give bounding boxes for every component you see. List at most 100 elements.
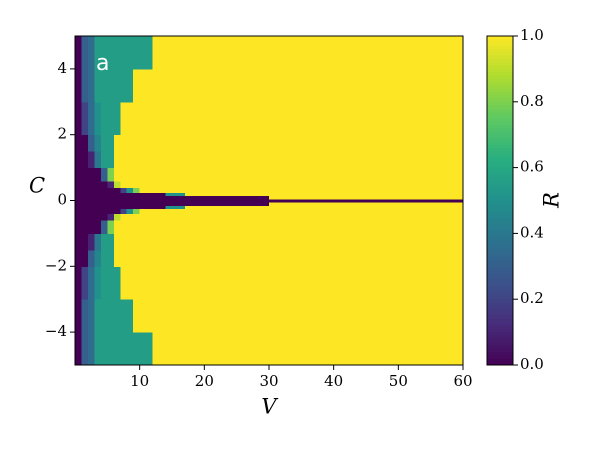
heatmap-cell [81,101,89,136]
heatmap-cell [113,187,121,193]
colorbar-swatch [487,114,513,119]
heatmap-cell [269,202,335,206]
colorbar-swatch [487,36,513,40]
colorbar-swatch [487,82,513,86]
heatmap-cell [126,202,134,206]
heatmap-cell [113,220,121,234]
heatmap-cell [126,220,134,234]
heatmap-cell [236,195,270,200]
heatmap-cell [126,134,134,152]
heatmap-cell [120,151,128,169]
heatmap-cell [236,101,270,136]
heatmap-cell [87,180,95,188]
heatmap-cell [333,68,464,103]
heatmap-cell [87,134,95,152]
heatmap-cell [133,208,141,215]
heatmap-cell [126,151,134,169]
heatmap-cell [333,205,464,210]
heatmap-cell [139,249,154,267]
heatmap-cell [75,134,82,152]
heatmap-cell [133,134,141,152]
colorbar-tick-label: 0.4 [520,223,544,241]
colorbar-swatch [487,230,513,234]
heatmap-cell [100,299,108,333]
heatmap-cell [113,198,121,203]
heatmap-cell [120,192,128,197]
heatmap-cell [87,167,95,182]
heatmap-cell [184,205,205,210]
heatmap-cell [113,299,121,333]
heatmap-cell [204,233,238,251]
heatmap-cell [184,68,205,103]
colorbar-swatch [487,118,513,123]
colorbar-swatch [487,358,513,363]
heatmap-cell [120,299,128,333]
heatmap-cell [333,299,464,333]
colorbar-swatch [487,151,513,156]
heatmap-cell [94,167,102,182]
colorbar-swatch [487,75,513,80]
heatmap-cell [184,187,205,193]
heatmap-cell [126,195,134,200]
heatmap-cell [204,151,238,169]
colorbar-swatch [487,101,513,106]
heatmap-cell [126,233,134,251]
heatmap-cell [120,36,128,70]
heatmap-cell [184,220,205,234]
heatmap-cell [81,233,89,251]
heatmap-cell [269,101,335,136]
colorbar-swatch [487,52,513,57]
heatmap-cell [152,266,167,300]
colorbar-swatch [487,137,513,142]
heatmap-cell [184,198,205,203]
heatmap-cell [133,36,141,70]
heatmap-cell [139,167,154,182]
heatmap-cell [269,332,335,366]
heatmap-cell [113,68,121,103]
heatmap-cell [333,208,464,215]
heatmap-cell [94,151,102,169]
heatmap-cell [152,36,167,70]
heatmap-cell [87,233,95,251]
colorbar-swatch [487,253,513,258]
heatmap-cell [269,233,335,251]
heatmap-cell [126,192,134,197]
heatmap-cell [87,266,95,300]
heatmap-cell [184,332,205,366]
colorbar-swatch [487,111,513,116]
heatmap-cell [184,151,205,169]
heatmap-cell [126,180,134,188]
heatmap-cell [204,332,238,366]
heatmap-cell [204,213,238,221]
heatmap-cell [94,266,102,300]
heatmap-cell [87,299,95,333]
heatmap-cell [107,198,115,203]
heatmap-cell [81,134,89,152]
heatmap-cell [204,180,238,188]
heatmap-cell [120,202,128,206]
heatmap-cell [87,101,95,136]
heatmap-cell [87,151,95,169]
heatmap-cell [236,213,270,221]
colorbar-swatch [487,325,513,330]
colorbar-swatch [487,256,513,261]
heatmap-cell [120,198,128,203]
heatmap-cell [113,266,121,300]
heatmap-cell [269,187,335,193]
heatmap-cell [184,36,205,70]
heatmap-cell [75,205,82,210]
heatmap-cell [81,151,89,169]
heatmap-cell [333,101,464,136]
heatmap [75,36,464,366]
heatmap-cell [133,202,141,206]
heatmap-cell [333,151,464,169]
heatmap-cell [120,332,128,366]
heatmap-cell [81,332,89,366]
heatmap-cell [204,192,238,197]
heatmap-cell [120,68,128,103]
heatmap-cell [236,266,270,300]
heatmap-cell [94,187,102,193]
heatmap-cell [152,192,167,197]
colorbar-swatch [487,309,513,313]
colorbar-swatch [487,154,513,159]
